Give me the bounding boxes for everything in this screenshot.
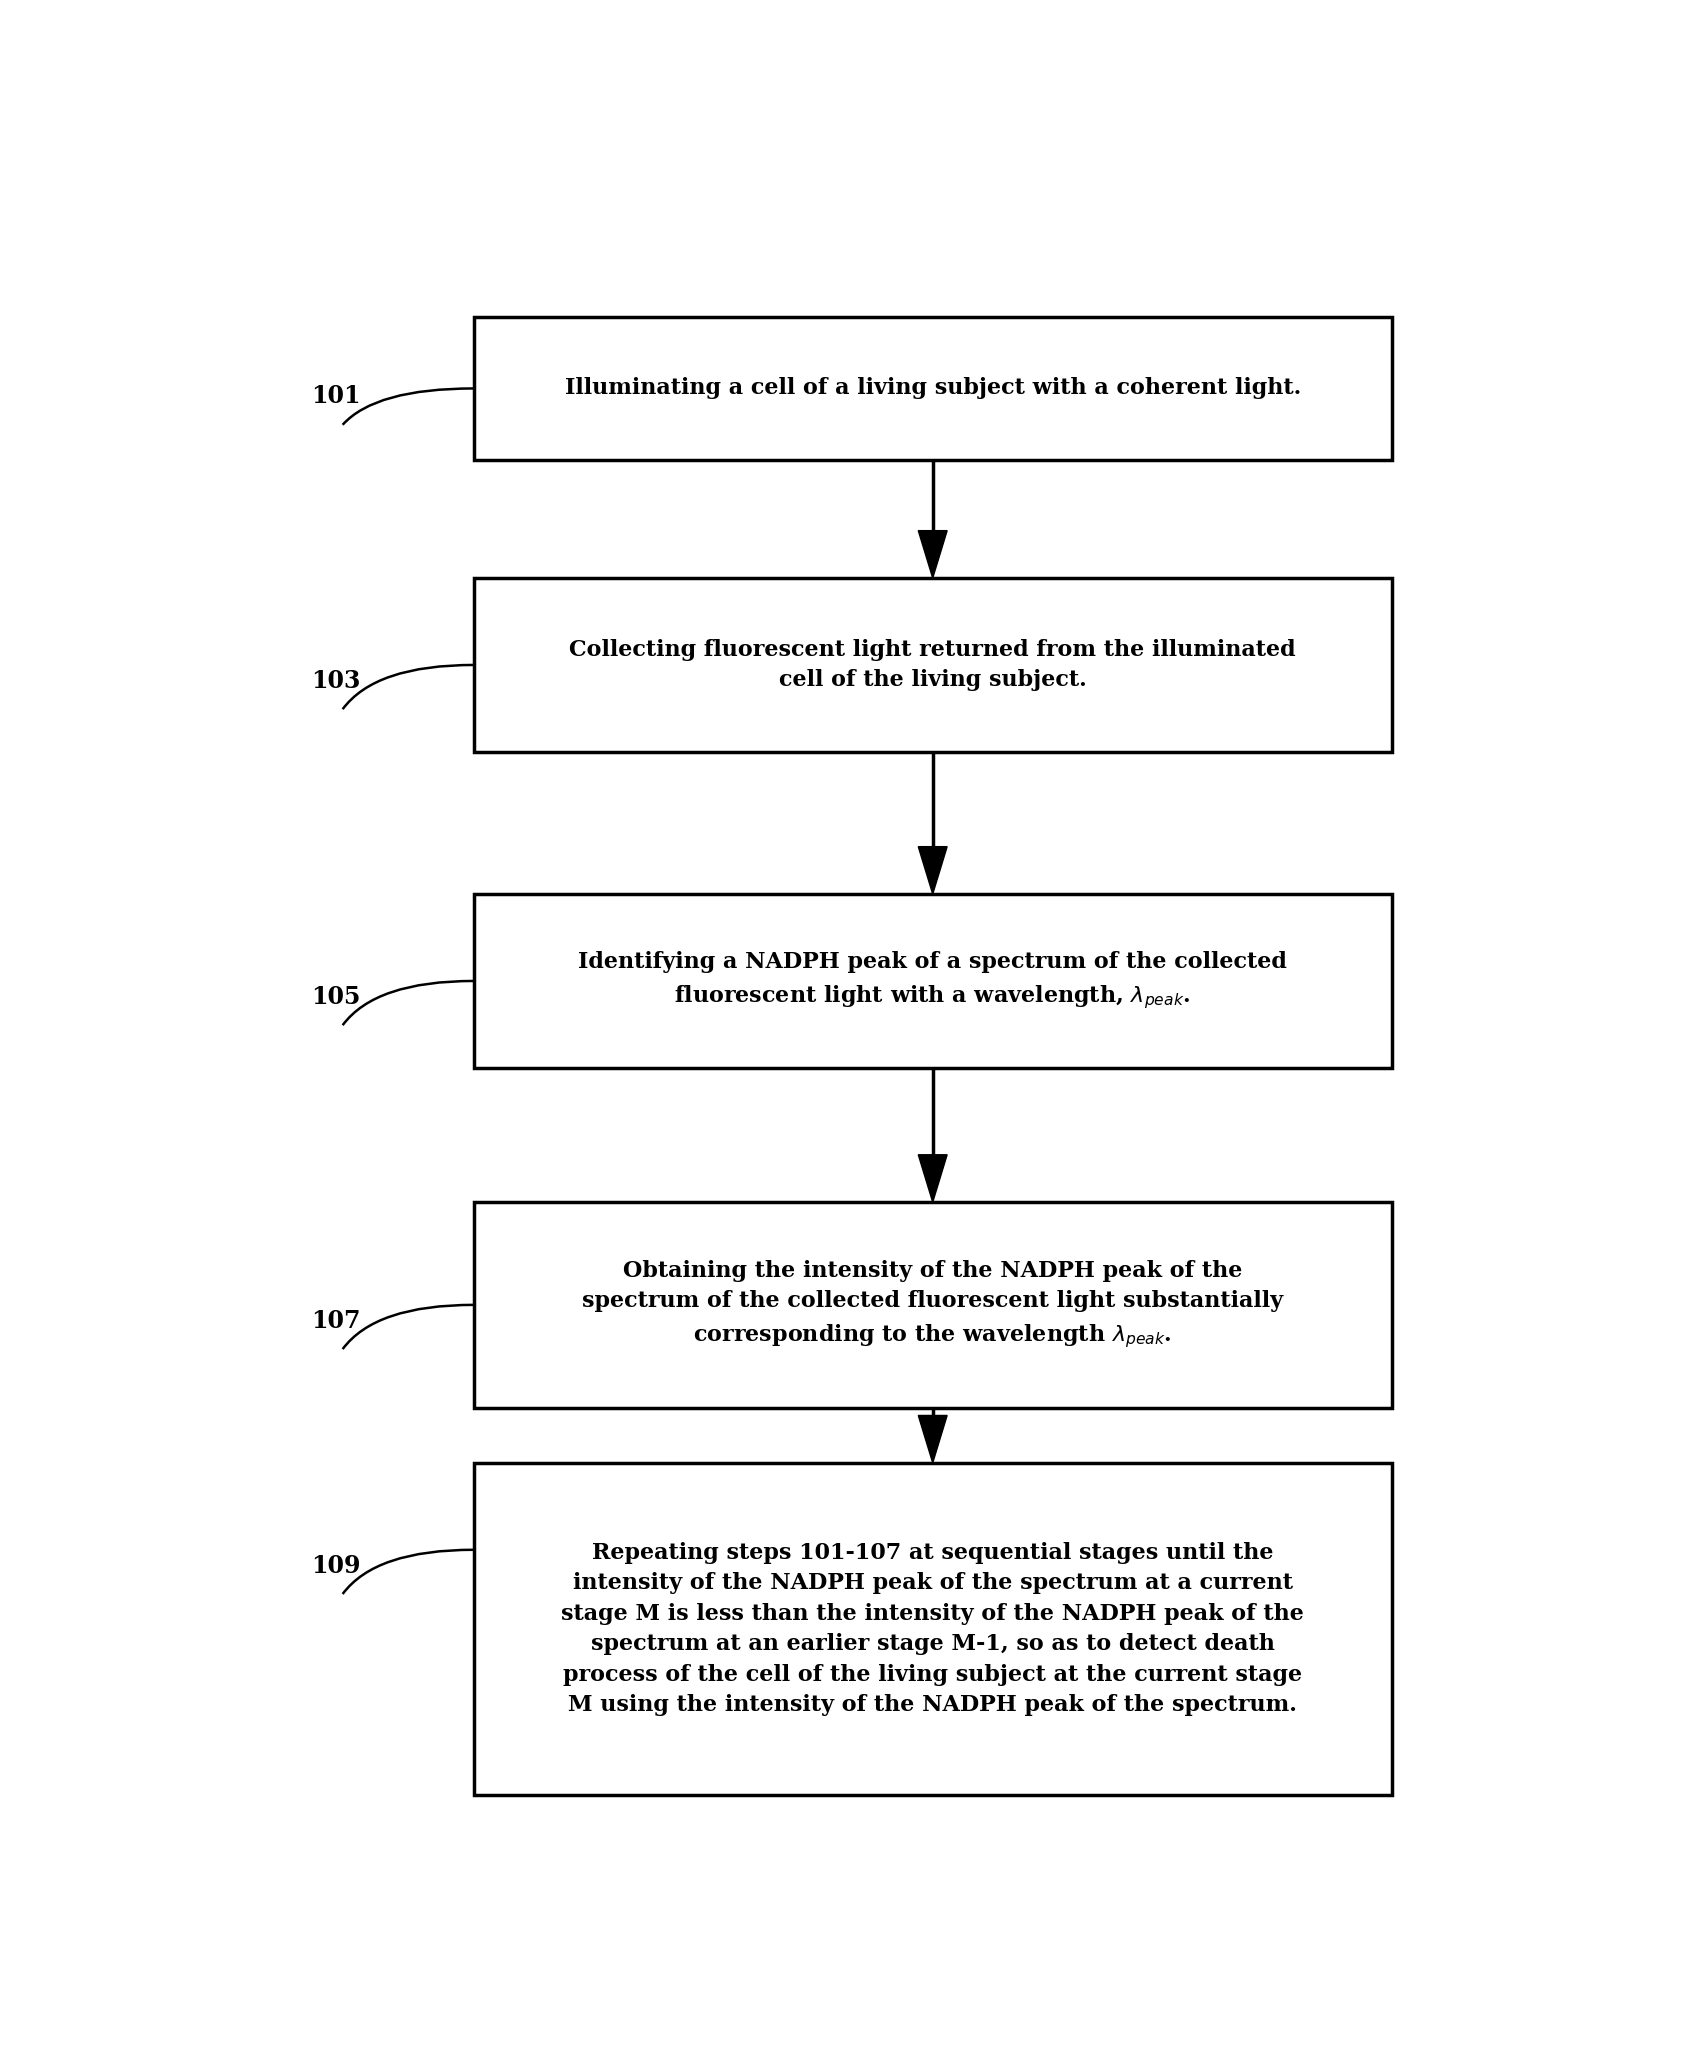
Polygon shape: [919, 1416, 948, 1463]
Text: Obtaining the intensity of the NADPH peak of the
spectrum of the collected fluor: Obtaining the intensity of the NADPH pea…: [582, 1260, 1283, 1350]
Bar: [474, 318, 1391, 460]
Polygon shape: [919, 1155, 948, 1202]
Polygon shape: [919, 847, 948, 895]
Text: 101: 101: [311, 384, 360, 408]
Text: 103: 103: [311, 669, 360, 694]
Bar: [474, 579, 1391, 751]
Text: Collecting fluorescent light returned from the illuminated
cell of the living su: Collecting fluorescent light returned fr…: [570, 638, 1296, 692]
Text: 109: 109: [311, 1553, 360, 1578]
Bar: [474, 1202, 1391, 1408]
Polygon shape: [919, 531, 948, 579]
Bar: [474, 895, 1391, 1067]
Text: 105: 105: [311, 985, 360, 1010]
Bar: [474, 1463, 1391, 1796]
Text: Identifying a NADPH peak of a spectrum of the collected
fluorescent light with a: Identifying a NADPH peak of a spectrum o…: [579, 952, 1288, 1012]
Text: Illuminating a cell of a living subject with a coherent light.: Illuminating a cell of a living subject …: [565, 378, 1301, 400]
Text: 107: 107: [311, 1309, 360, 1332]
Text: Repeating steps 101-107 at sequential stages until the
intensity of the NADPH pe: Repeating steps 101-107 at sequential st…: [562, 1541, 1305, 1715]
